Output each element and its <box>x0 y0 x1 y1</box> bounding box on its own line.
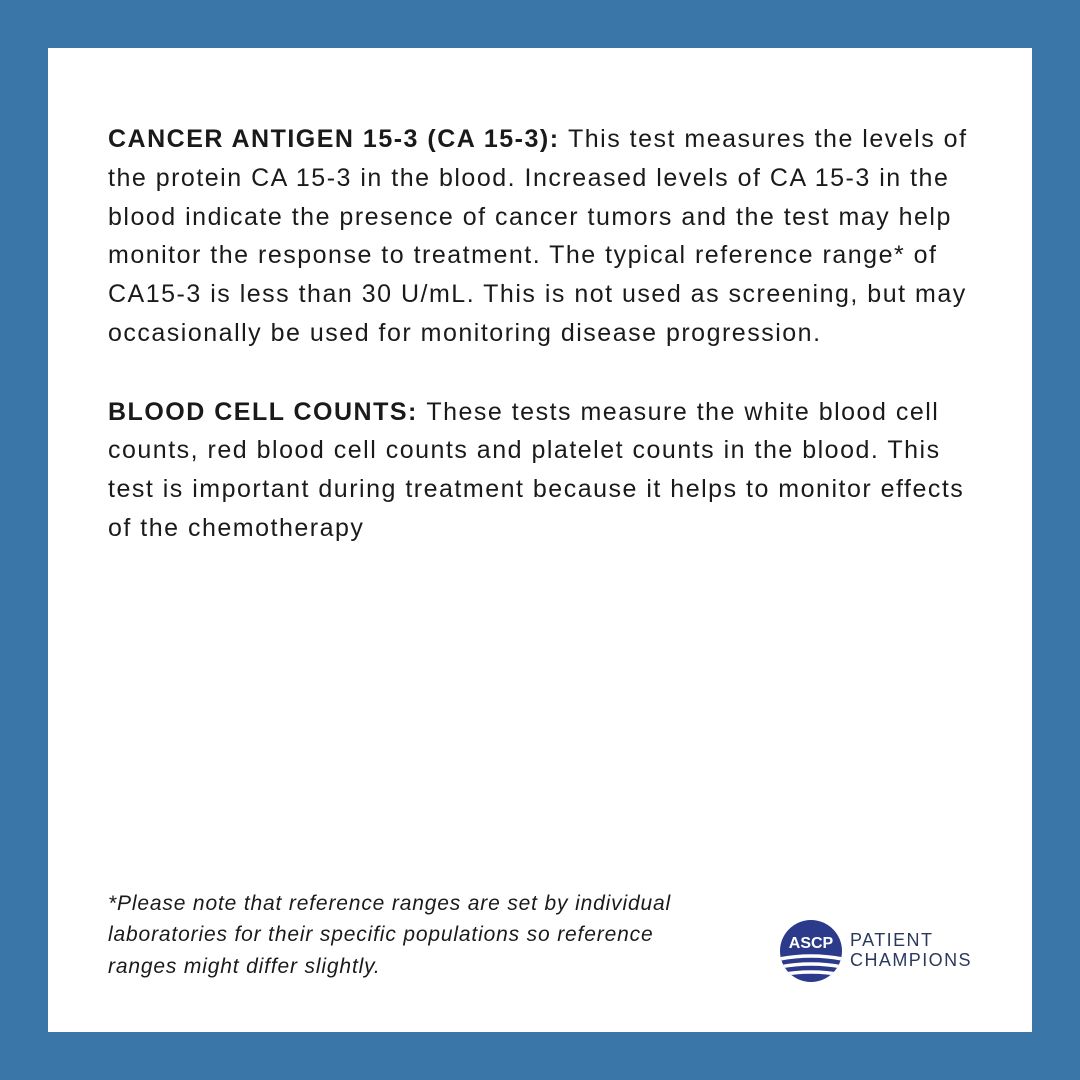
ascp-logo: ASCP PATIENT CHAMPIONS <box>780 920 972 982</box>
info-card: CANCER ANTIGEN 15-3 (CA 15-3): This test… <box>48 48 1032 1032</box>
logo-line1: PATIENT <box>850 931 972 951</box>
section-title: BLOOD CELL COUNTS: <box>108 398 426 426</box>
logo-text: PATIENT CHAMPIONS <box>850 931 972 971</box>
footer: *Please note that reference ranges are s… <box>108 888 972 983</box>
section-body: This test measures the levels of the pro… <box>108 125 968 347</box>
ascp-logo-icon: ASCP <box>780 920 842 982</box>
logo-acronym: ASCP <box>789 935 834 952</box>
section-ca-15-3: CANCER ANTIGEN 15-3 (CA 15-3): This test… <box>108 120 972 353</box>
section-blood-cell-counts: BLOOD CELL COUNTS: These tests measure t… <box>108 393 972 548</box>
section-title: CANCER ANTIGEN 15-3 (CA 15-3): <box>108 125 568 153</box>
logo-line2: CHAMPIONS <box>850 951 972 971</box>
footnote-text: *Please note that reference ranges are s… <box>108 888 728 983</box>
